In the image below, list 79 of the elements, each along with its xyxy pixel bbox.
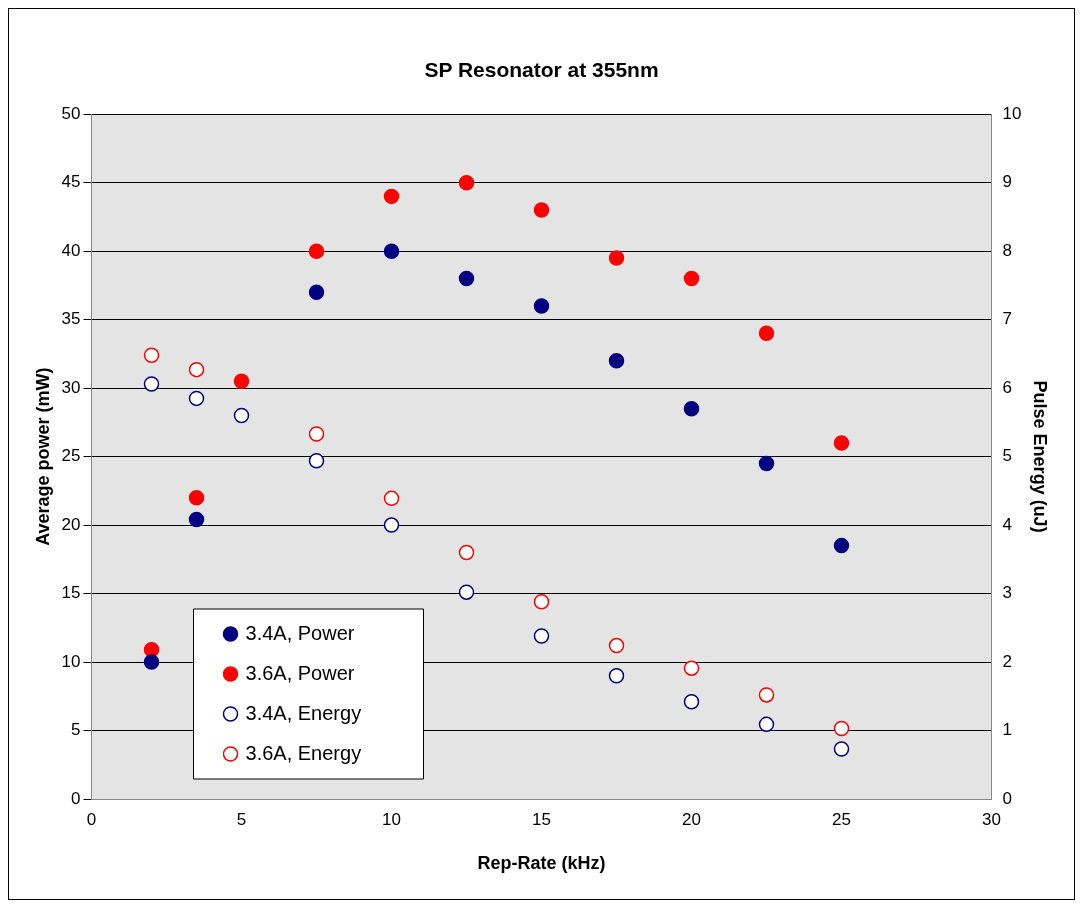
point [233, 373, 250, 390]
y2-tick-label: 6 [1002, 377, 1012, 397]
point [188, 361, 205, 378]
point [533, 594, 550, 610]
point [383, 490, 400, 507]
point [758, 325, 775, 342]
point [758, 716, 775, 733]
y2-tick-label: 4 [1002, 514, 1012, 534]
point [143, 654, 160, 670]
point [188, 489, 205, 506]
point [608, 250, 625, 266]
point [458, 544, 475, 561]
point [308, 284, 325, 300]
y-tick-label: 0 [71, 788, 81, 808]
y-tick-label: 25 [61, 446, 81, 466]
point [758, 455, 775, 472]
point [458, 584, 475, 600]
y2-tick-label: 0 [1002, 788, 1012, 808]
y2-axis-title: Pulse Energy (uJ) [1030, 380, 1051, 533]
y-tick-label: 30 [61, 377, 81, 397]
y-tick-label: 40 [61, 240, 81, 260]
point [683, 660, 700, 676]
point [233, 407, 250, 424]
x-axis-title: Rep-Rate (kHz) [477, 853, 606, 874]
point [758, 687, 775, 703]
point [833, 537, 850, 554]
point [383, 188, 400, 205]
y-axis-title: Average power (mW) [32, 367, 53, 546]
point [608, 637, 625, 654]
point [143, 347, 160, 363]
x-tick-label: 30 [982, 809, 1001, 829]
legend-label: 3.6A, Energy [245, 741, 362, 764]
point [683, 400, 700, 417]
y-tick-label: 45 [61, 172, 81, 192]
point [683, 270, 700, 287]
x-tick-label: 20 [682, 809, 701, 829]
y2-tick-label: 5 [1002, 446, 1012, 466]
point [833, 741, 850, 757]
point [143, 376, 160, 392]
point [608, 352, 625, 369]
point [458, 270, 475, 287]
legend-label: 3.4A, Energy [245, 701, 362, 724]
y-tick-label: 50 [61, 103, 81, 123]
y2-tick-label: 1 [1002, 720, 1012, 740]
x-tick-label: 25 [832, 809, 851, 829]
point [608, 667, 625, 684]
point [308, 426, 325, 442]
y2-tick-label: 8 [1002, 240, 1012, 260]
x-tick-label: 5 [236, 809, 247, 829]
y-tick-label: 5 [71, 720, 81, 740]
point [833, 720, 850, 737]
point [143, 641, 160, 658]
y-tick-label: 20 [61, 514, 81, 534]
point [833, 435, 850, 451]
y-tick-label: 10 [61, 651, 81, 671]
y2-tick-label: 2 [1002, 651, 1012, 671]
legend-label: 3.6A, Power [245, 661, 355, 684]
point [308, 452, 325, 469]
point [533, 202, 550, 218]
x-tick-label: 0 [86, 809, 97, 829]
y2-tick-label: 3 [1002, 583, 1012, 603]
x-tick-label: 10 [382, 809, 401, 829]
chart-title: SP Resonator at 355nm [424, 58, 659, 82]
point [533, 628, 550, 644]
y2-tick-label: 10 [1002, 103, 1022, 123]
point [188, 511, 205, 528]
point [188, 390, 205, 407]
legend-label: 3.4A, Power [245, 621, 355, 644]
y2-tick-label: 9 [1002, 172, 1012, 192]
x-tick-label: 15 [532, 809, 551, 829]
point [683, 694, 700, 710]
point [308, 243, 325, 259]
point [383, 243, 400, 259]
y2-tick-label: 7 [1002, 309, 1012, 329]
point [533, 298, 550, 314]
point [383, 517, 400, 533]
y-tick-label: 35 [61, 309, 81, 329]
y-tick-label: 15 [61, 583, 81, 603]
point [458, 174, 475, 191]
